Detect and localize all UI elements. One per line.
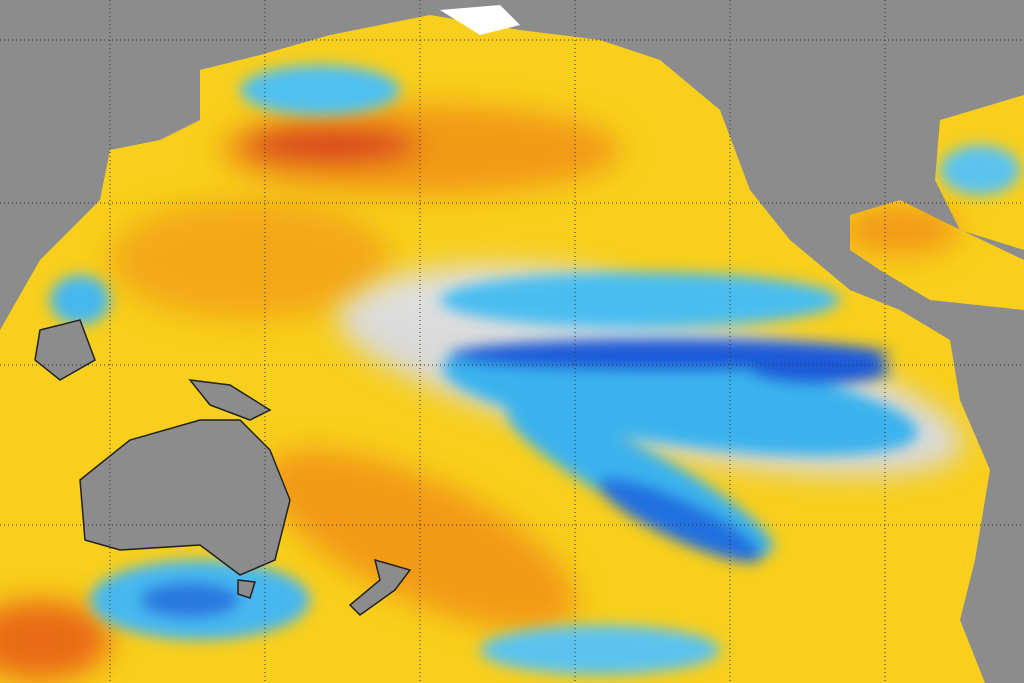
australia [79, 419, 291, 576]
new-zealand [348, 558, 412, 616]
arctic-ice [440, 5, 520, 35]
cool-anomalies [50, 65, 1020, 675]
new-guinea [188, 379, 272, 421]
tasmania [237, 579, 256, 599]
